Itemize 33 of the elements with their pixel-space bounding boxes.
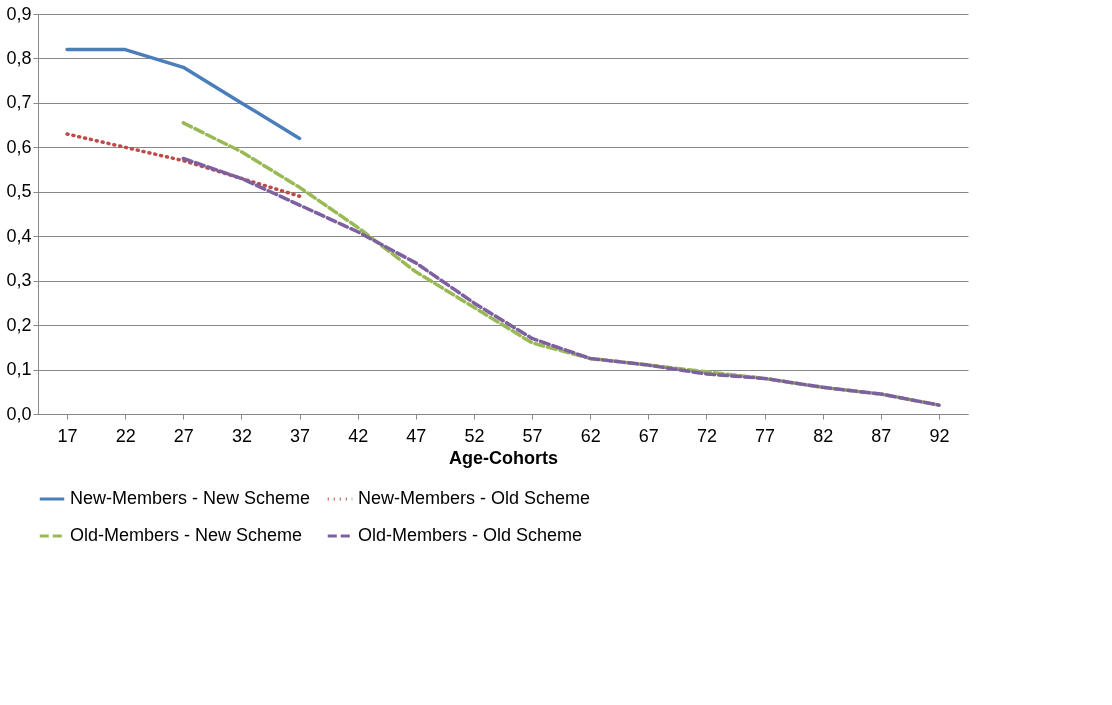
x-tick-label: 42 (348, 425, 369, 446)
legend-label: New-Members - Old Scheme (358, 488, 591, 508)
y-tick-label: 0,4 (6, 225, 32, 246)
x-tick-label: 37 (290, 425, 311, 446)
line-series (65, 132, 302, 198)
y-tick-label: 0,8 (6, 47, 32, 68)
x-tick-label: 92 (929, 425, 950, 446)
x-tick-label: 67 (638, 425, 659, 446)
y-tick-label: 0,6 (6, 136, 32, 157)
x-tick-label: 22 (115, 425, 136, 446)
x-tick-label: 87 (871, 425, 892, 446)
x-tick-label: 27 (173, 425, 194, 446)
line-series (65, 47, 302, 141)
x-tick-label: 82 (813, 425, 834, 446)
x-tick-label: 72 (696, 425, 717, 446)
legend-label: New-Members - New Scheme (70, 488, 311, 508)
legend-label: Old-Members - New Scheme (70, 525, 303, 545)
x-tick-label: 17 (57, 425, 78, 446)
y-tick-label: 0,9 (6, 3, 32, 24)
y-tick-label: 0,1 (6, 359, 32, 380)
legend-label: Old-Members - Old Scheme (358, 525, 583, 545)
x-tick-label: 52 (464, 425, 485, 446)
x-tick-label: 77 (755, 425, 776, 446)
y-tick-label: 0,5 (6, 181, 32, 202)
x-tick-label: 62 (580, 425, 601, 446)
y-tick-label: 0,3 (6, 270, 32, 291)
x-tick-label: 32 (231, 425, 252, 446)
x-tick-label: 47 (406, 425, 427, 446)
y-tick-label: 0,2 (6, 314, 32, 335)
y-tick-label: 0,0 (6, 403, 32, 424)
x-tick-label: 57 (522, 425, 543, 446)
x-axis-title: Age-Cohorts (449, 447, 558, 468)
y-tick-label: 0,7 (6, 92, 32, 113)
